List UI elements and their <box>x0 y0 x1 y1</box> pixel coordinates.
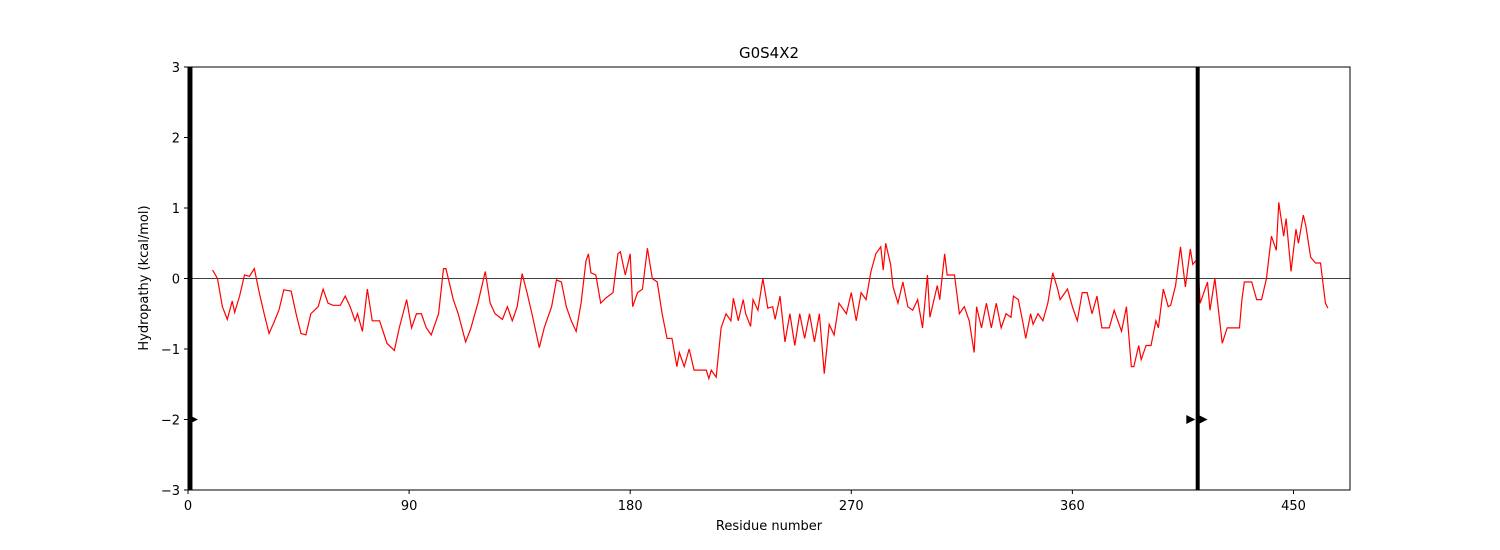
feature-arrow <box>1198 415 1208 424</box>
y-tick-label: 1 <box>172 202 180 217</box>
x-tick-label: 0 <box>184 499 192 514</box>
y-tick-label: −1 <box>161 343 180 358</box>
hydropathy-line <box>212 202 1329 381</box>
x-tick-label: 90 <box>401 499 418 514</box>
y-tick-label: 3 <box>172 61 180 76</box>
feature-arrow <box>1186 415 1196 424</box>
x-tick-label: 180 <box>618 499 643 514</box>
y-tick-label: −3 <box>161 484 180 499</box>
y-tick-label: 0 <box>172 273 180 288</box>
x-axis-label: Residue number <box>716 519 823 534</box>
y-tick-label: −2 <box>161 414 180 429</box>
chart-title: G0S4X2 <box>739 44 799 62</box>
x-tick-label: 450 <box>1281 499 1306 514</box>
y-tick-label: 2 <box>172 132 180 147</box>
x-tick-label: 270 <box>839 499 864 514</box>
feature-arrow <box>188 415 198 424</box>
x-tick-label: 360 <box>1060 499 1085 514</box>
plot-frame <box>187 66 1351 491</box>
y-axis-label: Hydropathy (kcal/mol) <box>137 205 152 350</box>
